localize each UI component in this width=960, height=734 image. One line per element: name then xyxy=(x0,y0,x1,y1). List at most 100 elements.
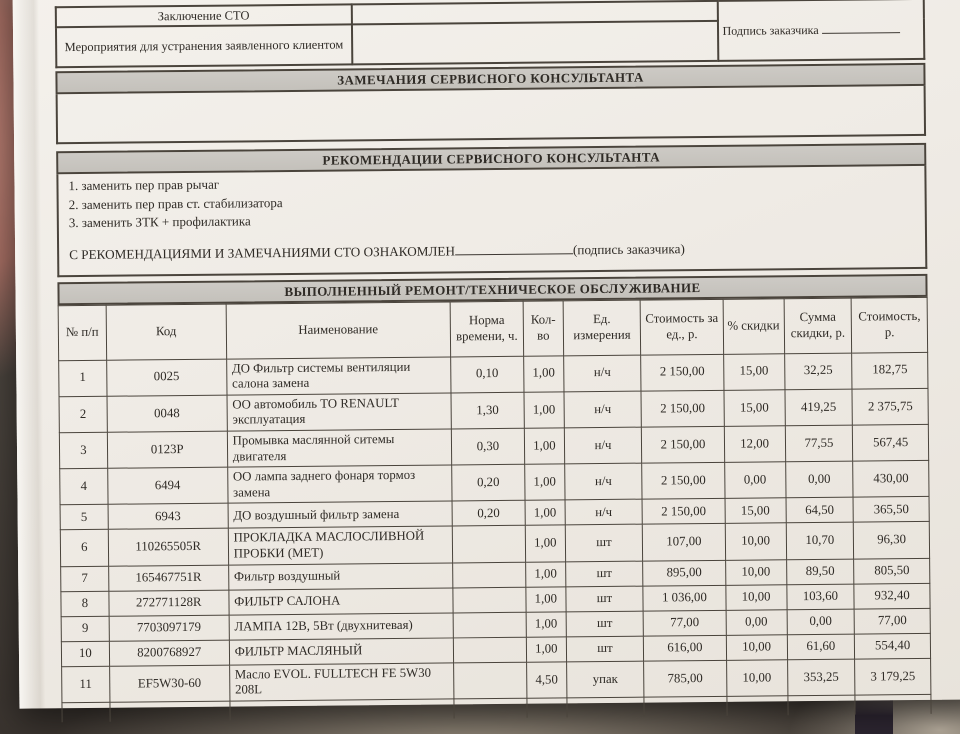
work-cell-unit: н/ч xyxy=(563,390,642,428)
work-cell-qty: 1,00 xyxy=(524,464,565,501)
column-header-cost: Стоимость, р. xyxy=(851,296,928,353)
work-cell-num: 3 xyxy=(59,432,108,469)
work-cell-unit-price: 2 150,00 xyxy=(641,462,725,500)
work-cell-name: ОО автомобиль ТО RENAULT эксплуатация xyxy=(226,392,452,432)
work-cell-name: ДО Фильтр системы вентиляции салона заме… xyxy=(226,356,451,395)
work-cell-unit-price: 895,00 xyxy=(642,560,726,586)
work-cell-time-norm xyxy=(453,636,527,663)
work-cell-discount-sum: 10,70 xyxy=(785,522,854,560)
work-cell-num: 8 xyxy=(60,590,109,617)
column-header-discount-pct: % скидки xyxy=(722,298,785,354)
work-cell-unit-price: 2 150,00 xyxy=(640,353,724,391)
work-cell-cost: 365,50 xyxy=(853,496,930,523)
work-cell-time-norm xyxy=(453,611,527,638)
empty-cell xyxy=(644,696,727,717)
work-cell-cost: 805,50 xyxy=(853,558,930,584)
work-cell-unit-price: 785,00 xyxy=(643,660,727,698)
column-header-code: Код xyxy=(105,303,227,360)
work-cell-discount-pct: 15,00 xyxy=(724,498,786,524)
work-cell-name: Промывка маслянной ситемы двигателя xyxy=(227,428,452,468)
work-cell-num: 2 xyxy=(59,396,108,433)
customer-signature-cell: Подпись заказчика xyxy=(717,0,925,62)
acknowledgement-suffix: (подпись заказчика) xyxy=(572,240,685,257)
work-cell-name: ФИЛЬТР САЛОНА xyxy=(228,587,454,615)
work-cell-unit: шт xyxy=(565,560,644,587)
work-cell-name: ЛАМПА 12В, 5Вт (двухнитевая) xyxy=(228,612,454,640)
work-cell-qty: 1,00 xyxy=(526,636,567,662)
work-cell-discount-pct: 0,00 xyxy=(725,609,787,636)
work-cell-discount-pct: 10,00 xyxy=(725,584,787,611)
work-cell-unit-price: 1 036,00 xyxy=(643,585,726,611)
work-cell-num: 9 xyxy=(61,615,110,642)
conclusion-table: Заключение СТО Подпись заказчика Меропри… xyxy=(55,0,926,68)
work-table-header-row: № п/п Код Наименование Норма времени, ч.… xyxy=(58,296,928,361)
work-cell-cost: 430,00 xyxy=(853,460,930,498)
work-cell-unit: шт xyxy=(566,635,644,662)
work-cell-unit-price: 2 150,00 xyxy=(642,498,725,525)
work-cell-discount-pct: 15,00 xyxy=(723,353,785,391)
work-cell-code: 0025 xyxy=(106,358,227,397)
work-cell-time-norm: 0,20 xyxy=(451,500,526,527)
document-content: Заключение СТО Подпись заказчика Меропри… xyxy=(55,0,932,723)
column-header-discount-sum: Сумма скидки, р. xyxy=(783,297,852,354)
work-cell-name: ПРОКЛАДКА МАСЛОСЛИВНОЙ ПРОБКИ (МЕТ) xyxy=(227,526,453,565)
acknowledgement-text: С РЕКОМЕНДАЦИЯМИ И ЗАМЕЧАНИЯМИ СТО ОЗНАК… xyxy=(69,243,456,262)
work-cell-code: 0123Р xyxy=(107,431,228,469)
work-cell-qty: 1,00 xyxy=(524,500,566,526)
work-cell-cost: 3 179,25 xyxy=(854,658,931,696)
column-header-num: № п/п xyxy=(58,304,107,361)
empty-cell xyxy=(61,702,110,723)
work-cell-discount-sum: 353,25 xyxy=(787,658,856,696)
work-cell-num: 7 xyxy=(60,565,109,592)
work-cell-name: Фильтр воздушный xyxy=(228,562,453,590)
work-cell-discount-pct: 12,00 xyxy=(724,425,786,463)
work-cell-num: 1 xyxy=(58,359,107,397)
column-header-unit: Ед. измерения xyxy=(562,299,641,356)
work-cell-name: ФИЛЬТР МАСЛЯНЫЙ xyxy=(229,637,454,665)
column-header-name: Наименование xyxy=(225,301,451,359)
work-cell-num: 10 xyxy=(61,640,110,667)
work-cell-discount-pct: 10,00 xyxy=(725,559,787,586)
work-cell-cost: 182,75 xyxy=(851,351,928,389)
work-cell-qty: 1,00 xyxy=(524,427,565,465)
work-cell-cost: 567,45 xyxy=(852,424,929,462)
work-cell-name: ОО лампа заднего фонаря тормоз замена xyxy=(227,465,452,504)
empty-cell xyxy=(855,694,932,715)
work-cell-discount-sum: 103,60 xyxy=(786,583,855,610)
remarks-empty-box xyxy=(55,86,927,145)
work-cell-name: ДО воздушный фильтр замена xyxy=(227,501,453,529)
empty-cell xyxy=(453,698,528,719)
acknowledgement-line: С РЕКОМЕНДАЦИЯМИ И ЗАМЕЧАНИЯМИ СТО ОЗНАК… xyxy=(69,239,917,263)
work-cell-qty: 4,50 xyxy=(526,661,567,699)
work-cell-discount-sum: 61,60 xyxy=(786,633,855,660)
work-cell-qty: 1,00 xyxy=(523,391,565,429)
work-cell-num: 11 xyxy=(61,665,110,703)
work-cell-code: EF5W30-60 xyxy=(109,664,230,703)
work-cell-discount-sum: 64,50 xyxy=(785,497,854,524)
work-cell-unit: шт xyxy=(565,524,643,562)
column-header-qty: Кол-во xyxy=(523,300,564,356)
measures-label: Мероприятия для устранения заявленного к… xyxy=(55,24,352,68)
work-cell-unit: шт xyxy=(565,610,644,637)
work-cell-qty: 1,00 xyxy=(523,355,564,393)
work-cell-name: Масло EVOL. FULLTECH FE 5W30 208L xyxy=(229,662,454,702)
work-cell-time-norm: 0,10 xyxy=(450,355,524,393)
work-cell-cost: 96,30 xyxy=(853,521,930,559)
work-cell-discount-sum: 419,25 xyxy=(784,388,853,426)
work-cell-discount-pct: 10,00 xyxy=(724,523,787,561)
work-cell-time-norm xyxy=(452,586,526,613)
work-cell-code: 110265505R xyxy=(108,528,229,566)
work-cell-discount-sum: 32,25 xyxy=(784,352,853,390)
acknowledgement-signature-line xyxy=(454,241,573,256)
work-cell-unit: шт xyxy=(565,585,644,612)
work-cell-time-norm xyxy=(452,525,526,563)
work-table: № п/п Код Наименование Норма времени, ч.… xyxy=(58,296,932,723)
empty-cell xyxy=(109,701,230,722)
work-cell-unit-price: 107,00 xyxy=(642,523,726,561)
work-cell-unit: упак xyxy=(566,660,645,698)
work-cell-time-norm: 0,20 xyxy=(451,464,525,502)
work-cell-time-norm xyxy=(453,661,527,699)
column-header-unit-price: Стоимость за ед., р. xyxy=(640,298,724,355)
work-cell-num: 4 xyxy=(59,468,108,506)
